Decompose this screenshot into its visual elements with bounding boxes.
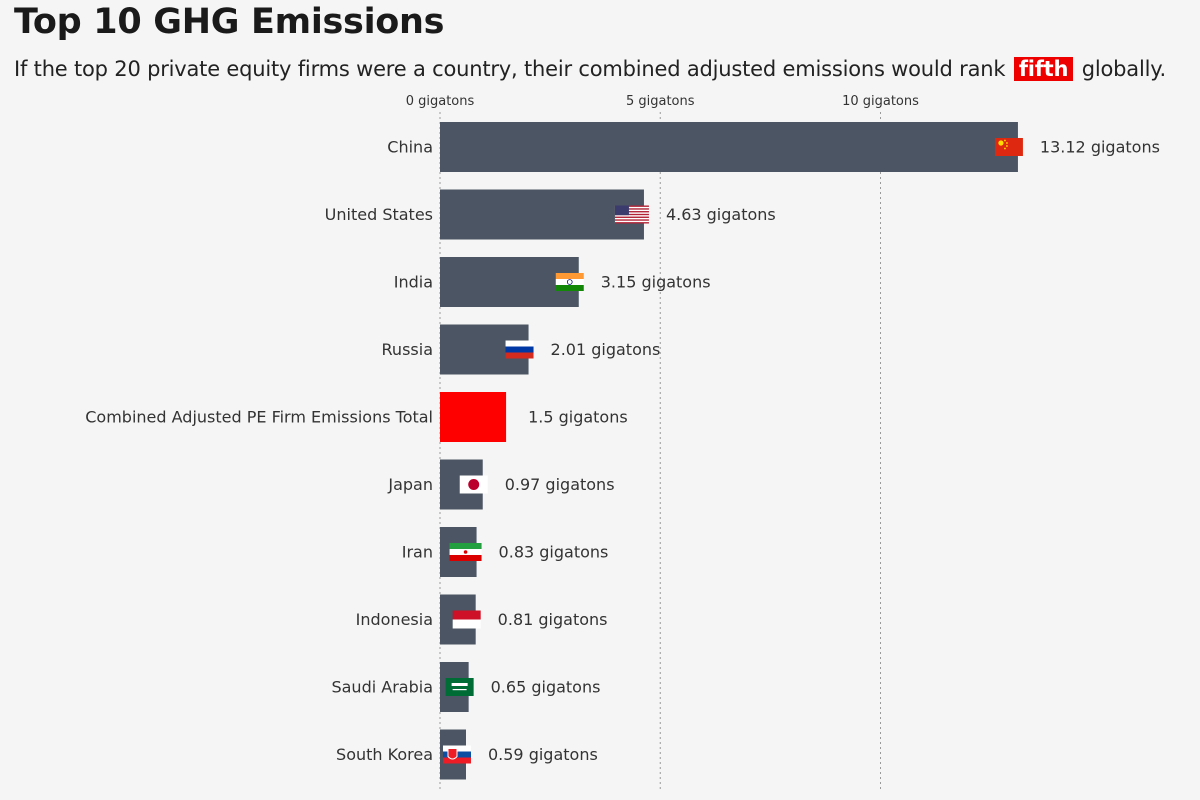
value-label: 13.12 gigatons — [1040, 138, 1160, 157]
india-flag-icon — [555, 273, 584, 291]
category-label: Indonesia — [356, 610, 433, 629]
flag-wheel — [566, 279, 573, 285]
indonesia-flag-icon — [452, 610, 481, 629]
flag-part — [449, 555, 482, 561]
category-label: Japan — [387, 475, 433, 494]
subtitle-highlight-badge: fifth — [1013, 57, 1074, 81]
china-flag-icon — [994, 138, 1023, 156]
value-label: 0.81 gigatons — [498, 610, 608, 629]
flag-part — [452, 610, 481, 620]
japan-flag-icon — [459, 475, 488, 494]
chart-subtitle: If the top 20 private equity firms were … — [14, 54, 1166, 84]
flag-star — [1006, 145, 1008, 147]
flag-emblem — [463, 550, 468, 554]
iran-flag-icon — [449, 543, 482, 561]
flag-part — [451, 683, 468, 686]
bar — [440, 257, 579, 307]
subtitle-text-before: If the top 20 private equity firms were … — [14, 57, 1006, 81]
category-label: Combined Adjusted PE Firm Emissions Tota… — [85, 408, 433, 427]
x-tick-label: 0 gigatons — [406, 94, 475, 109]
chart-title: Top 10 GHG Emissions — [14, 2, 445, 42]
x-tick-label: 5 gigatons — [626, 94, 695, 109]
flag-part — [614, 205, 629, 216]
flag-part — [614, 222, 649, 224]
value-label: 0.59 gigatons — [488, 745, 598, 764]
category-label: Iran — [402, 543, 433, 562]
flag-part — [452, 689, 467, 691]
value-label: 0.97 gigatons — [505, 475, 615, 494]
united-states-flag-icon — [614, 205, 649, 224]
value-label: 1.5 gigatons — [528, 408, 628, 427]
flag-star — [998, 140, 1004, 146]
flag-part — [449, 543, 482, 549]
category-label: South Korea — [336, 745, 433, 764]
flag-part — [614, 213, 649, 216]
value-label: 0.83 gigatons — [499, 543, 609, 562]
category-label: United States — [325, 205, 433, 224]
flag-part — [614, 208, 649, 210]
category-label: India — [394, 273, 433, 292]
flag-part — [505, 352, 534, 359]
flag-star — [1004, 147, 1006, 150]
flag-part — [555, 273, 584, 279]
flag-part — [505, 346, 534, 353]
flag-part — [614, 216, 649, 218]
russia-flag-icon — [505, 340, 534, 359]
flag-part — [442, 757, 471, 764]
subtitle-text-after: globally. — [1081, 57, 1166, 81]
flag-part — [505, 340, 534, 347]
flag-part — [555, 285, 584, 291]
flag-part — [614, 205, 649, 207]
flag-star — [1004, 139, 1006, 142]
flag-star — [1006, 142, 1008, 144]
flag-part — [555, 279, 584, 285]
value-label: 0.65 gigatons — [491, 678, 601, 697]
flag-sun — [468, 479, 480, 490]
flag-shield — [447, 748, 458, 760]
bar — [440, 122, 1018, 172]
saudi-arabia-flag-icon — [445, 678, 474, 696]
flag-part — [452, 619, 481, 629]
flag-part — [445, 678, 474, 696]
x-tick-label: 10 gigatons — [842, 94, 919, 109]
flag-part — [994, 138, 1023, 156]
slovakia-flag-icon — [442, 745, 471, 764]
value-label: 4.63 gigatons — [666, 205, 776, 224]
category-label: China — [387, 138, 433, 157]
highlight-bar — [440, 392, 507, 442]
value-label: 2.01 gigatons — [551, 340, 661, 359]
bar — [440, 189, 644, 240]
flag-part — [614, 211, 649, 213]
flag-part — [614, 219, 649, 221]
value-label: 3.15 gigatons — [601, 273, 711, 292]
category-label: Russia — [382, 340, 433, 359]
category-label: Saudi Arabia — [331, 678, 433, 697]
